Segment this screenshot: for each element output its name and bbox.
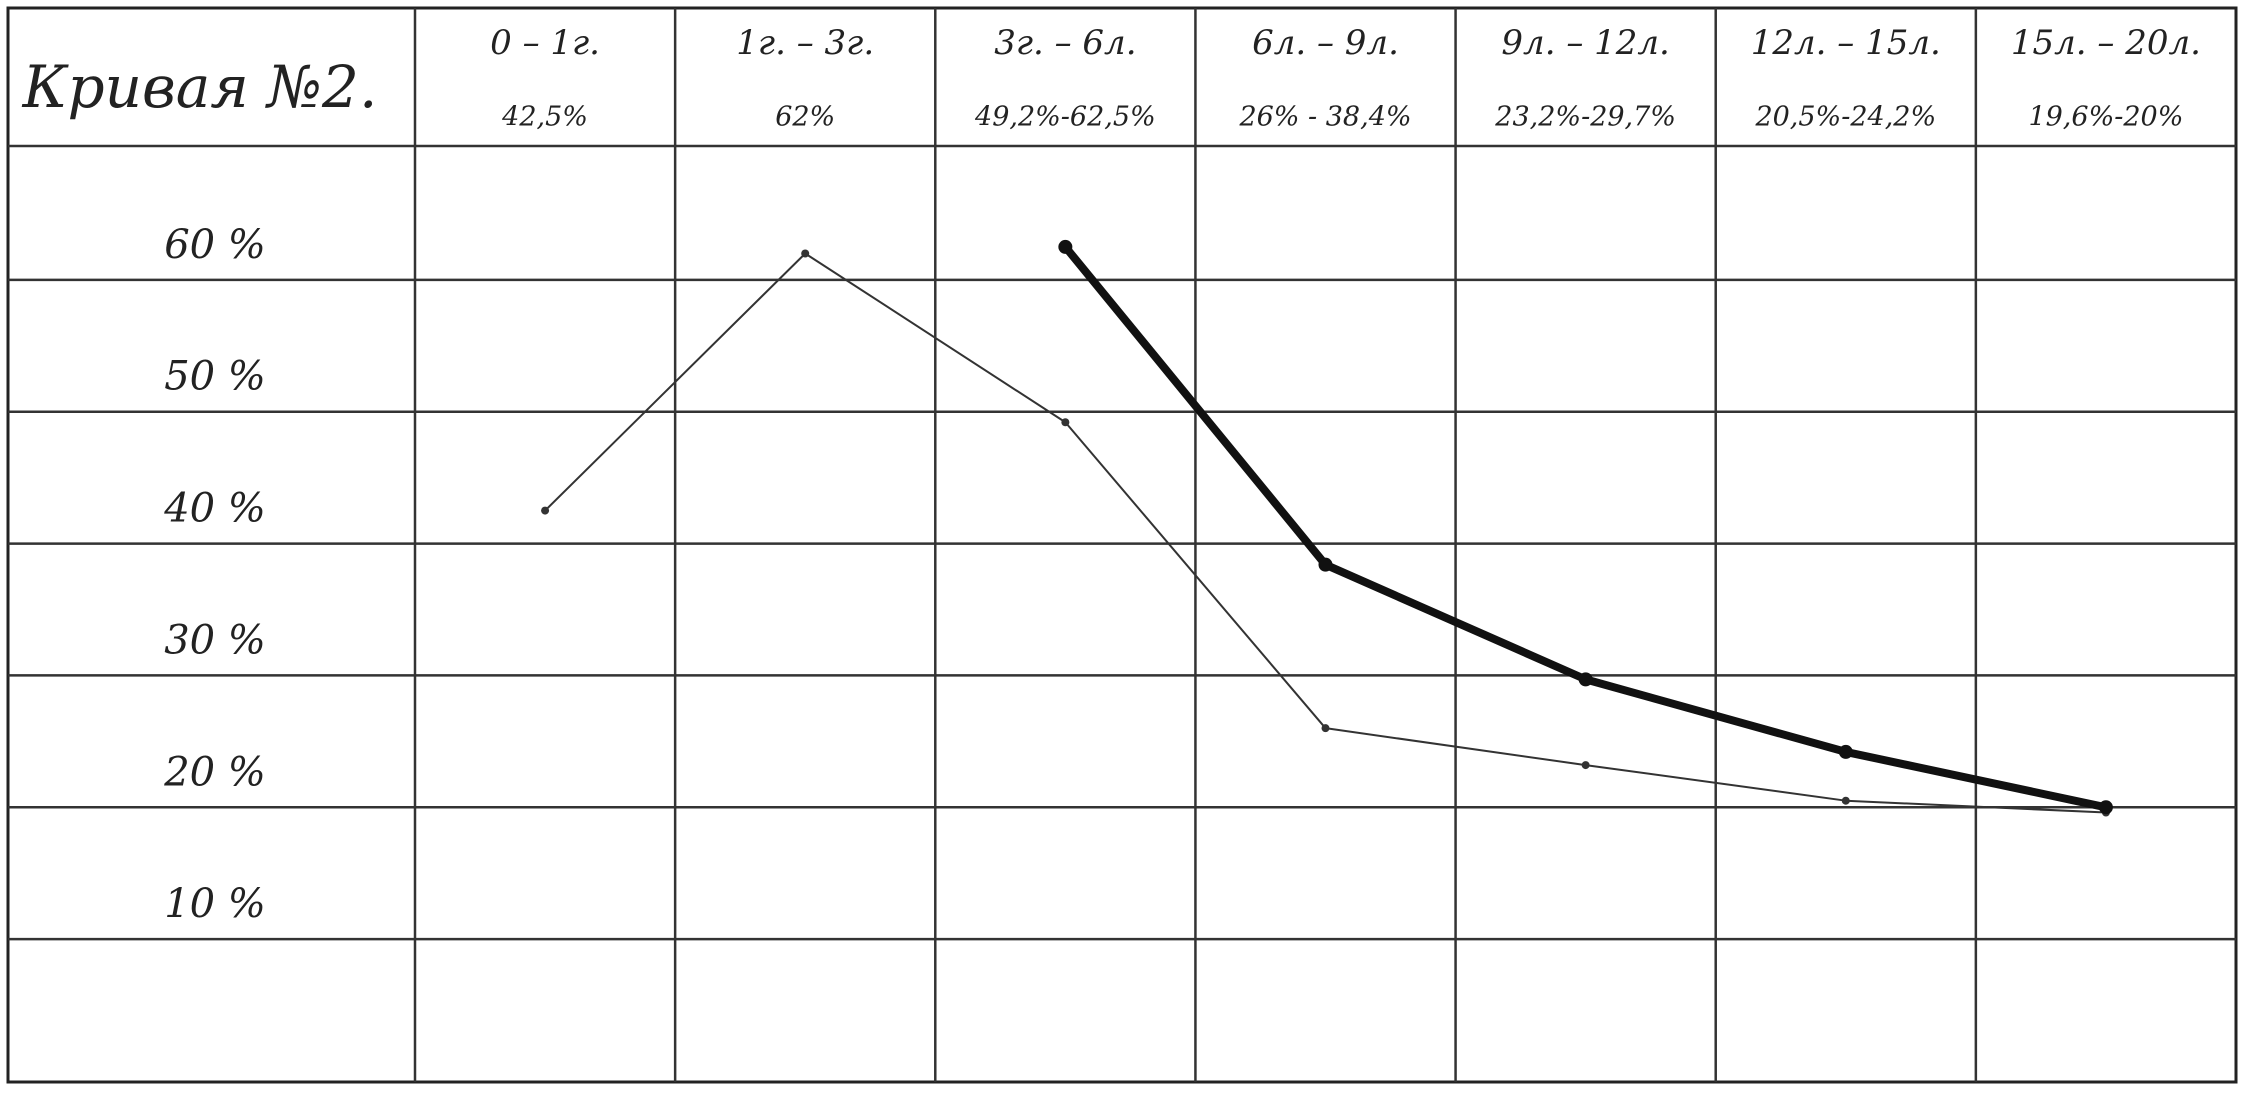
x-tick-label: 12л. – 15л. [1751, 23, 1941, 63]
data-point [1061, 418, 1070, 427]
category-range: 19,6%-20% [2028, 102, 2183, 133]
data-point [1841, 796, 1850, 805]
frame [6, 6, 2238, 1084]
x-tick-label: 3г. – 6л. [994, 23, 1136, 63]
y-tick-label: 40 % [163, 486, 266, 532]
category-range: 42,5% [501, 102, 588, 133]
category-range: 26% - 38,4% [1238, 102, 1411, 133]
y-tick-label: 10 % [164, 881, 266, 927]
data-point [1058, 239, 1073, 254]
category-range: 62% [775, 102, 835, 133]
data-point [1321, 724, 1330, 733]
data-point [1578, 672, 1593, 687]
x-tick-label: 6л. – 9л. [1252, 23, 1399, 63]
data-point [2098, 800, 2113, 815]
y-tick-label: 20 % [163, 749, 266, 795]
x-tick-label: 0 – 1г. [490, 23, 600, 63]
data-line [1062, 244, 2107, 812]
category-range: 49,2%-62,5% [974, 102, 1156, 133]
data-point [1581, 761, 1590, 770]
data-point [541, 506, 550, 515]
x-tick-label: 9л. – 12л. [1501, 23, 1669, 63]
y-tick-label: 60 % [164, 222, 266, 268]
category-range: 23,2%-29,7% [1494, 102, 1676, 133]
data-point [1318, 557, 1333, 572]
data-point [801, 249, 810, 258]
y-tick-label: 50 % [164, 354, 266, 400]
category-range: 20,5%-24,2% [1754, 102, 1936, 133]
x-tick-label: 15л. – 20л. [2011, 23, 2201, 63]
data-point [1838, 744, 1853, 759]
y-tick-label: 30 % [164, 617, 266, 663]
chart-title: Кривая №2. [22, 53, 378, 121]
x-tick-label: 1г. – 3г. [736, 23, 874, 63]
